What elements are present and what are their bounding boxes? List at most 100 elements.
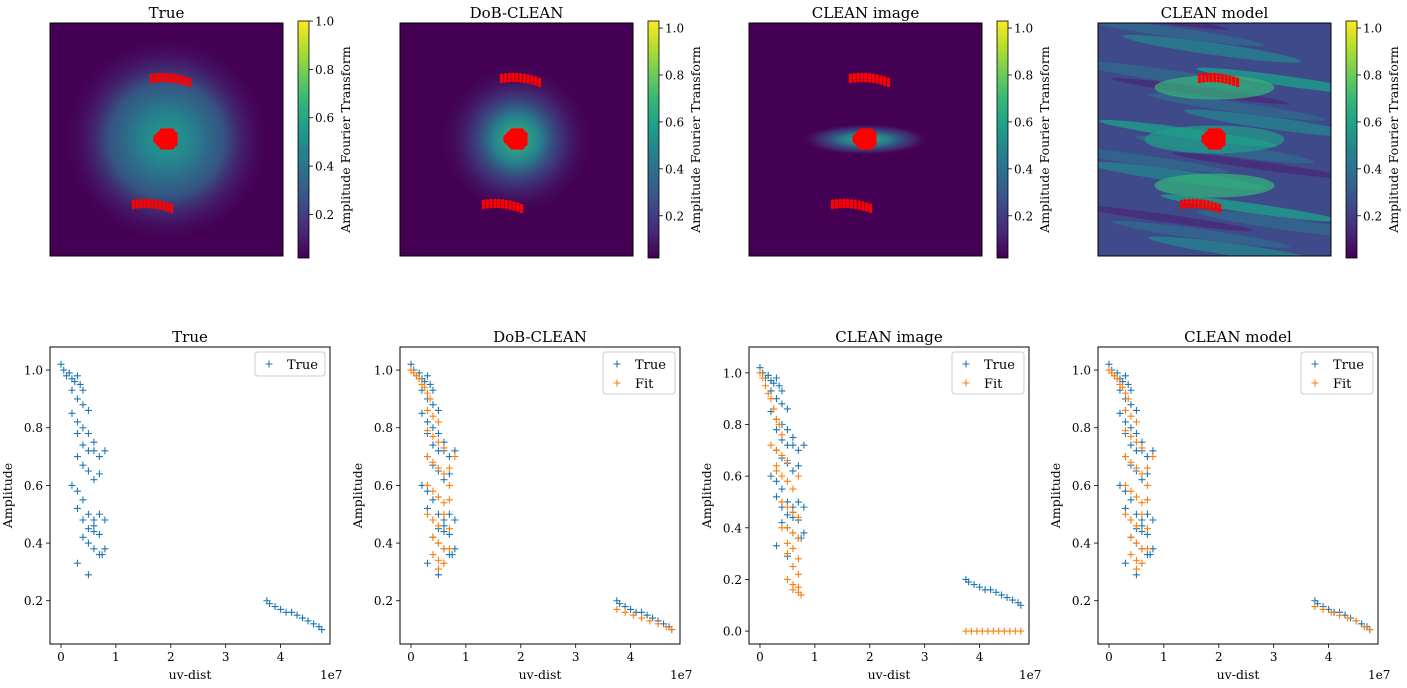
data-point <box>73 418 81 426</box>
data-point <box>434 493 442 501</box>
legend-box <box>602 351 676 395</box>
data-point <box>962 360 970 368</box>
uv-point <box>164 78 169 83</box>
uv-point <box>172 76 177 81</box>
uv-point <box>1179 202 1184 207</box>
uv-point <box>500 205 505 209</box>
x-scale-label: 1e7 <box>670 668 692 682</box>
data-point <box>65 369 73 377</box>
data-point <box>79 496 87 504</box>
uv-point <box>537 80 542 85</box>
series-true <box>1105 360 1374 634</box>
uv-point <box>1213 205 1218 209</box>
x-axis-label: uv-dist <box>868 667 911 682</box>
uv-point <box>150 199 155 203</box>
data-point <box>1127 441 1135 449</box>
data-point <box>429 533 437 541</box>
uv-point <box>493 204 497 209</box>
uv-point <box>1213 208 1218 212</box>
data-point <box>84 525 92 533</box>
uv-point <box>860 78 864 83</box>
data-point <box>423 406 431 414</box>
image-frame <box>399 22 634 257</box>
uv-point <box>1191 201 1195 206</box>
data-point <box>764 389 772 397</box>
data-point <box>970 581 978 589</box>
uv-point <box>1220 79 1225 84</box>
data-point <box>451 453 459 461</box>
y-axis-label: Amplitude <box>699 463 714 529</box>
data-point <box>1138 470 1146 478</box>
uv-point <box>867 73 872 77</box>
data-point <box>1127 401 1135 409</box>
uv-point <box>864 205 869 209</box>
uv-point <box>867 76 872 80</box>
uv-point <box>1210 201 1214 205</box>
image-frame <box>49 22 284 257</box>
x-tick-label: 1 <box>112 650 120 664</box>
uv-point <box>168 79 173 83</box>
uv-point <box>1217 203 1222 208</box>
data-point <box>976 583 984 591</box>
data-point <box>440 470 448 478</box>
data-point <box>84 430 92 438</box>
uv-point <box>187 80 192 85</box>
data-point <box>423 372 431 380</box>
image-panel: True 0.2 0.4 0.6 0.8 1.0 Amplitude Fourier Tra… <box>49 4 353 259</box>
uv-point <box>526 80 530 84</box>
data-point <box>440 444 448 452</box>
data-point <box>1127 458 1135 466</box>
data-point <box>60 366 68 374</box>
uv-point <box>845 198 850 203</box>
data-point <box>627 605 635 613</box>
uv-point <box>861 207 865 211</box>
y-tick-label: 1.0 <box>723 366 742 380</box>
data-point <box>1124 380 1132 388</box>
data-point <box>992 588 1000 596</box>
data-point <box>775 382 783 390</box>
uv-point <box>868 209 873 214</box>
x-tick-label: 0 <box>57 650 65 664</box>
data-point <box>797 591 805 599</box>
uv-point <box>139 201 143 206</box>
data-point <box>73 395 81 403</box>
uv-point <box>187 83 192 88</box>
uv-point <box>522 76 527 81</box>
uv-point <box>838 204 842 209</box>
uv-point <box>875 80 879 84</box>
data-point <box>434 556 442 564</box>
uv-point <box>845 204 850 209</box>
model-stripe <box>1147 93 1326 121</box>
uv-point <box>1198 205 1203 209</box>
uv-point <box>1206 206 1210 210</box>
data-point <box>772 542 780 550</box>
uv-point <box>169 203 174 208</box>
data-point <box>1127 551 1135 559</box>
data-point <box>1121 510 1129 518</box>
uv-point <box>485 205 490 209</box>
data-point <box>767 395 775 403</box>
data-point <box>84 539 92 547</box>
uv-point <box>1235 80 1240 85</box>
uv-point <box>511 72 515 77</box>
y-tick-label: 0.0 <box>723 625 742 639</box>
uv-point <box>879 81 883 85</box>
data-point <box>772 415 780 423</box>
data-point <box>1143 496 1151 504</box>
data-point <box>783 539 791 547</box>
y-tick-label: 1.0 <box>374 364 393 378</box>
uv-point <box>1202 199 1207 204</box>
data-point <box>434 438 442 446</box>
uv-point <box>1228 78 1232 82</box>
data-point <box>761 382 769 390</box>
uv-point <box>1191 198 1195 203</box>
uv-point <box>172 73 177 78</box>
data-point <box>1017 601 1025 609</box>
uv-point <box>162 207 166 211</box>
data-point <box>57 360 65 368</box>
uv-point <box>511 75 515 80</box>
image-panel: CLEAN image 0.2 0.4 0.6 0.8 1.0 Amplitude Four… <box>748 4 1052 259</box>
data-point <box>415 375 423 383</box>
uv-point <box>165 202 170 206</box>
data-point <box>84 571 92 579</box>
